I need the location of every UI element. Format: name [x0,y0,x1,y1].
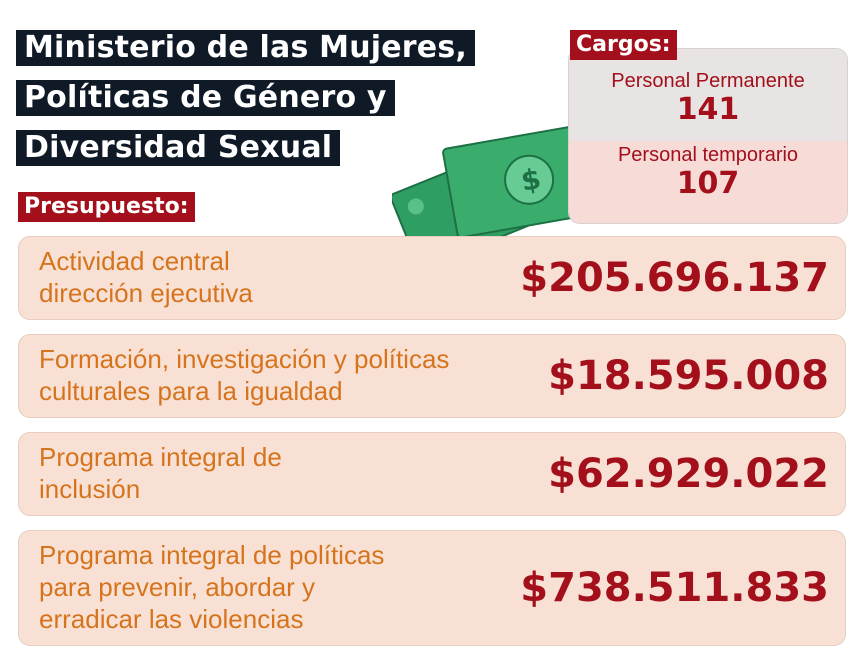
title-line-3: Diversidad Sexual [16,130,341,166]
budget-label-line: Programa integral de políticas [39,540,385,570]
budget-row-formacion: Formación, investigación y políticas cul… [18,334,846,418]
budget-amount: $205.696.137 [520,255,829,301]
budget-label: Formación, investigación y políticas cul… [39,343,449,407]
cargo-permanente-value: 141 [676,92,740,127]
budget-row-violencias: Programa integral de políticas para prev… [18,530,846,646]
title-line-2: Políticas de Género y [16,80,395,116]
cargo-permanente-label: Personal Permanente [611,70,805,92]
cargo-temporario-value: 107 [676,166,740,201]
budget-label-line: Formación, investigación y políticas [39,344,450,374]
money-bills-icon: $ [392,122,592,240]
budget-label-line: dirección ejecutiva [39,278,253,308]
budget-row-inclusion: Programa integral de inclusión $62.929.0… [18,432,846,516]
budget-label: Actividad central dirección ejecutiva [39,245,253,309]
budget-label-line: Programa integral de [39,442,282,472]
cargo-temporario: Personal temporario 107 [569,141,847,223]
budget-label-line: Actividad central [39,246,230,276]
budget-amount: $738.511.833 [520,565,829,611]
budget-label-line: culturales para la igualdad [39,376,343,406]
cargos-panel: Personal Permanente 141 Personal tempora… [568,48,848,224]
budget-amount: $62.929.022 [548,451,829,497]
title-line-1: Ministerio de las Mujeres, [16,30,475,66]
cargo-temporario-label: Personal temporario [617,144,799,166]
budget-label: Programa integral de inclusión [39,441,282,505]
budget-amount: $18.595.008 [548,353,829,399]
presupuesto-heading: Presupuesto: [18,192,195,222]
budget-label-line: erradicar las violencias [39,604,304,634]
budget-label: Programa integral de políticas para prev… [39,539,384,635]
cargo-permanente: Personal Permanente 141 [569,49,847,141]
budget-label-line: inclusión [39,474,141,504]
cargos-heading: Cargos: [570,30,677,60]
budget-row-actividad-central: Actividad central dirección ejecutiva $2… [18,236,846,320]
budget-label-line: para prevenir, abordar y [39,572,316,602]
